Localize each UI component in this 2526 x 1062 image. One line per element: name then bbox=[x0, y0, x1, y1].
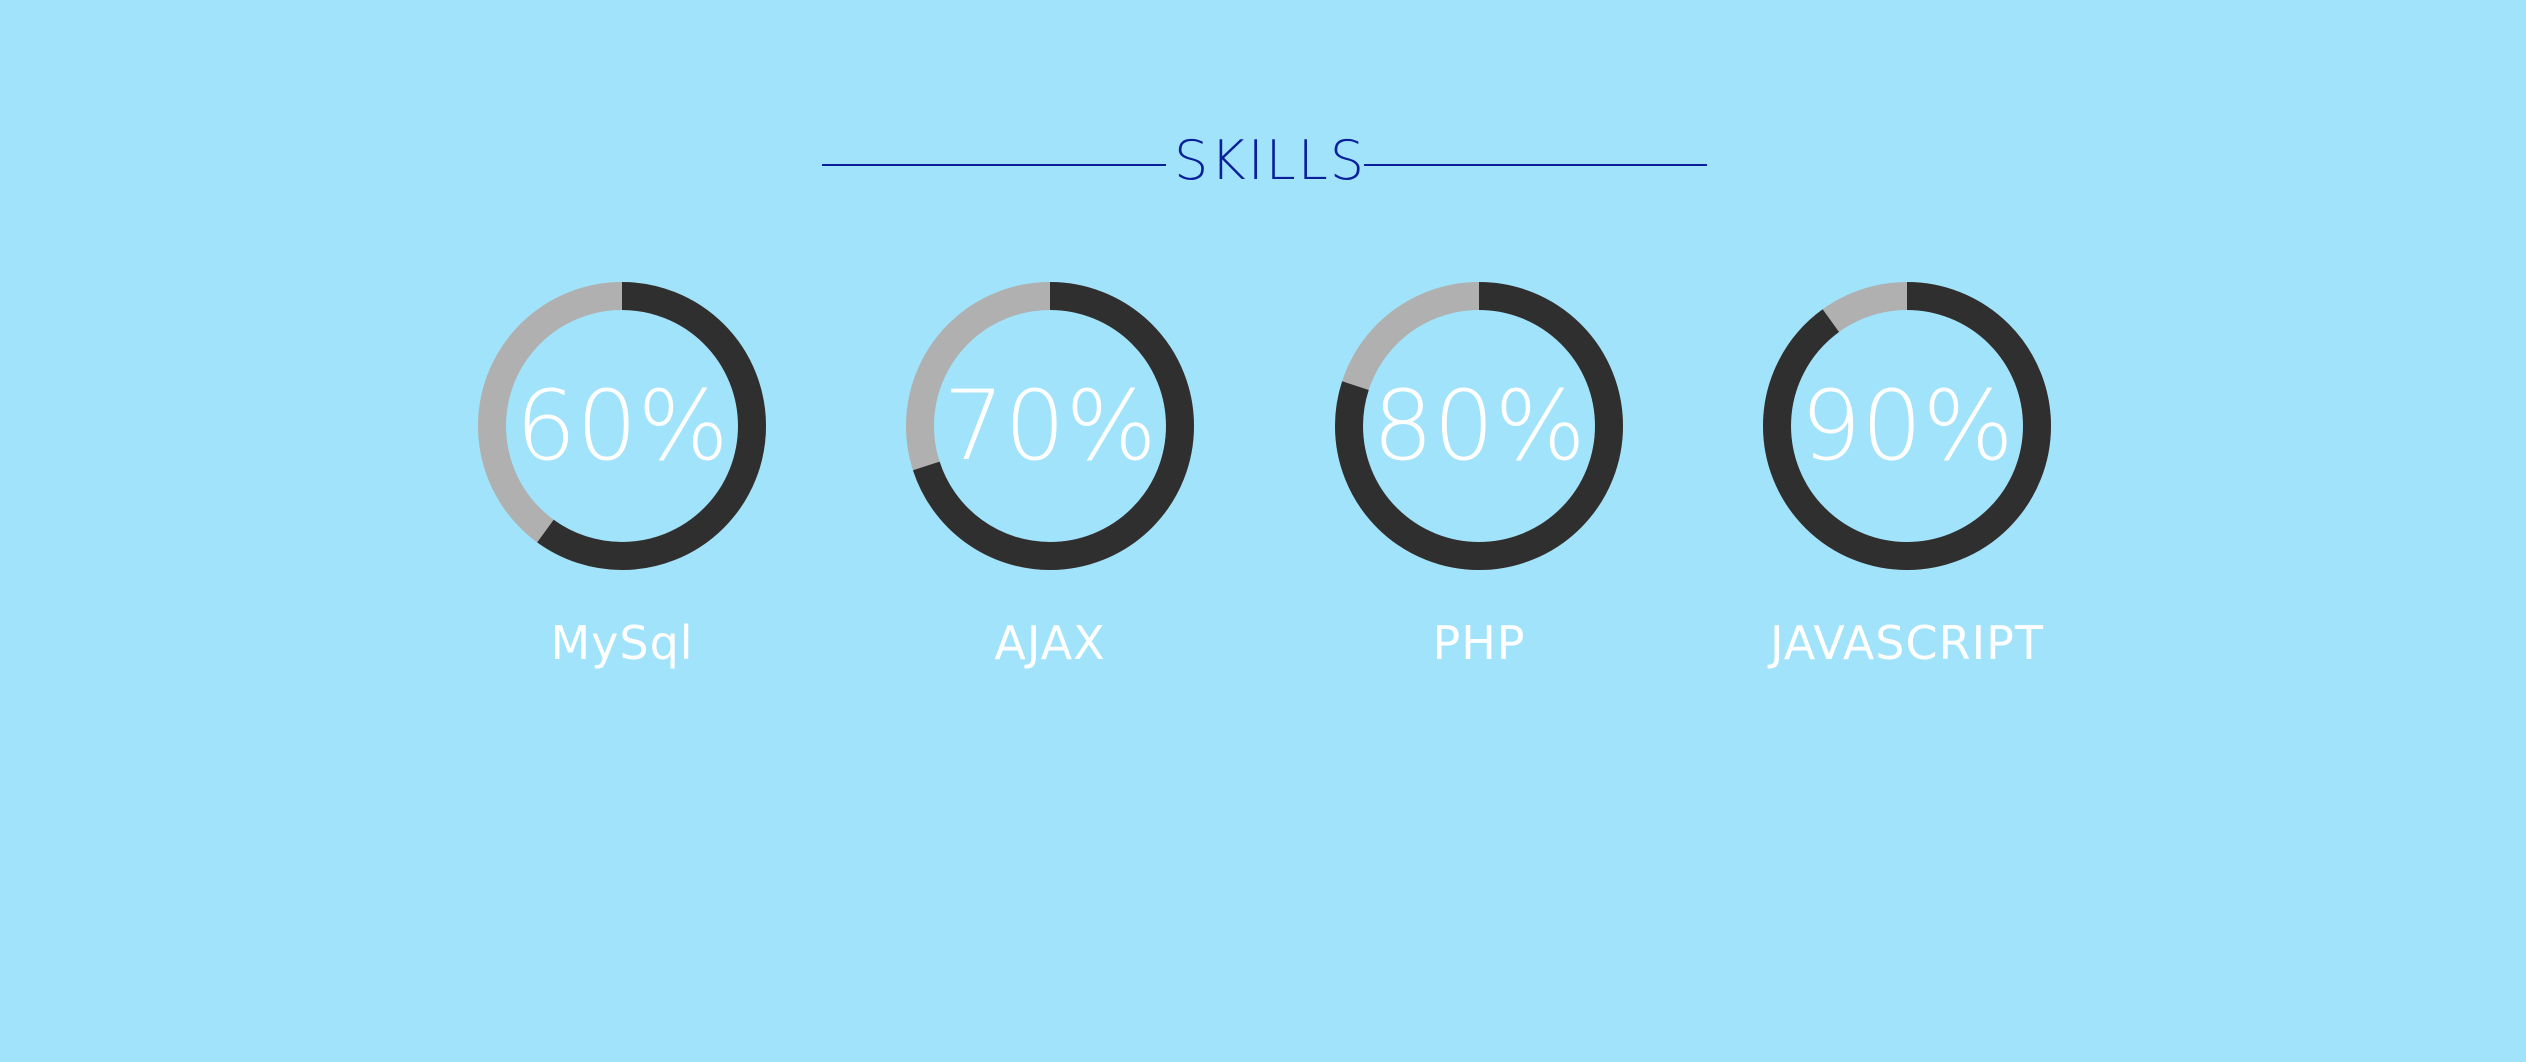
heading-divider-left bbox=[822, 164, 1166, 166]
skills-heading: SKILLS bbox=[822, 120, 1707, 200]
skill-name: MySql bbox=[550, 616, 694, 670]
skill-javascript: 90% JAVASCRIPT bbox=[1757, 276, 2057, 670]
skill-percent: 80% bbox=[1372, 370, 1586, 482]
skill-ring-javascript bbox=[1763, 282, 2051, 570]
heading-divider-right bbox=[1364, 164, 1707, 166]
skill-ring-ajax bbox=[906, 282, 1194, 570]
skill-mysql: 60% MySql bbox=[472, 276, 772, 670]
progress-fill bbox=[1335, 282, 1623, 570]
skill-percent: 70% bbox=[943, 370, 1157, 482]
progress-fill bbox=[1763, 282, 2051, 570]
skill-percent: 90% bbox=[1800, 370, 2014, 482]
skill-ring-mysql bbox=[478, 282, 766, 570]
skill-ajax: 70% AJAX bbox=[900, 276, 1200, 670]
progress-fill bbox=[906, 282, 1194, 570]
skill-name: PHP bbox=[1432, 616, 1526, 670]
skill-name: JAVASCRIPT bbox=[1770, 616, 2044, 670]
section-title: SKILLS bbox=[1174, 129, 1367, 192]
skill-php: 80% PHP bbox=[1329, 276, 1629, 670]
skill-ring-php bbox=[1335, 282, 1623, 570]
progress-fill bbox=[478, 282, 766, 570]
skill-name: AJAX bbox=[994, 616, 1106, 670]
skill-percent: 60% bbox=[515, 370, 729, 482]
